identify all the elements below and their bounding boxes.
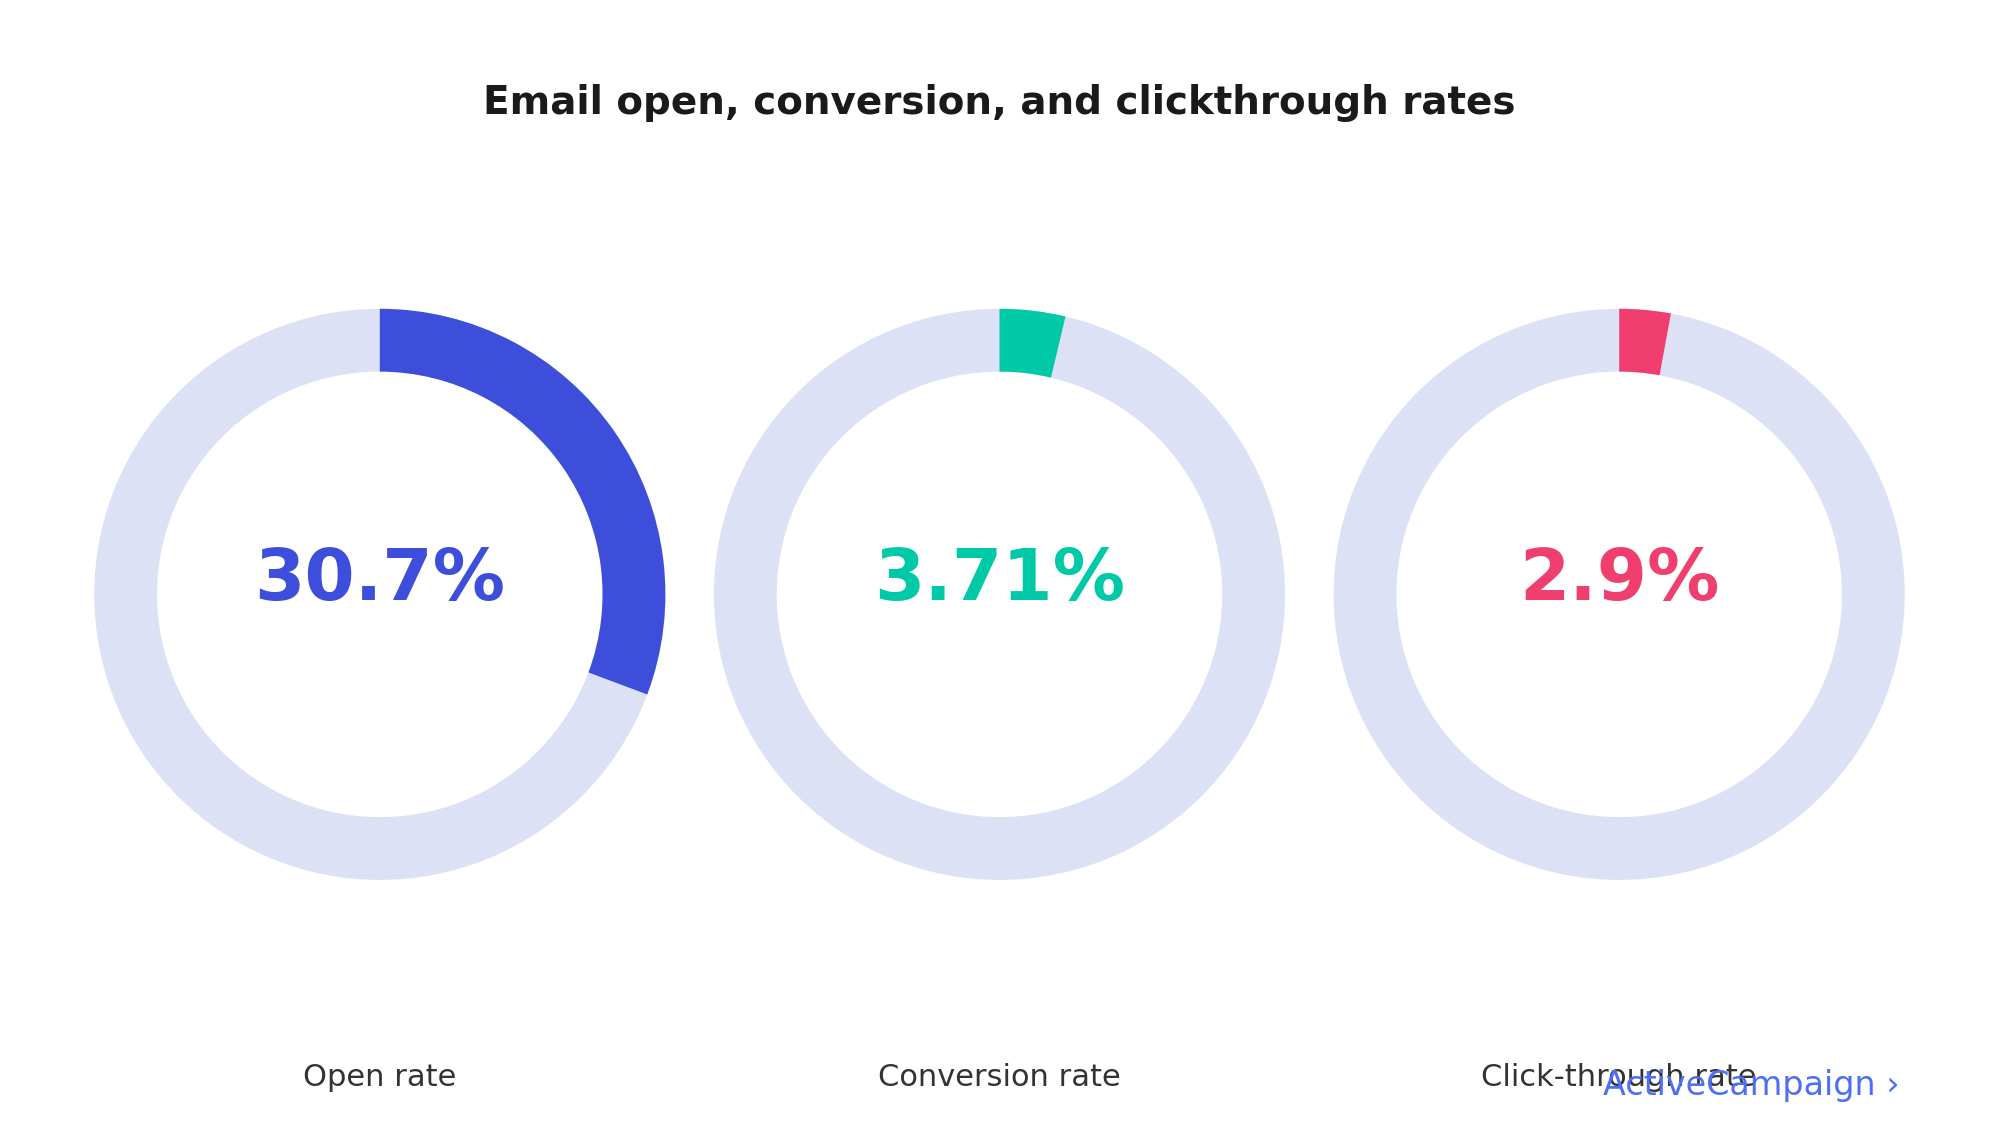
Wedge shape — [713, 309, 1285, 880]
Wedge shape — [380, 309, 665, 695]
Wedge shape — [1618, 309, 1670, 375]
Text: 3.71%: 3.71% — [873, 545, 1125, 615]
Text: Email open, conversion, and clickthrough rates: Email open, conversion, and clickthrough… — [484, 83, 1514, 122]
Wedge shape — [1333, 309, 1904, 880]
Text: Conversion rate: Conversion rate — [877, 1063, 1121, 1092]
Text: Click-through rate: Click-through rate — [1481, 1063, 1756, 1092]
Wedge shape — [999, 309, 1065, 377]
Text: Open rate: Open rate — [304, 1063, 456, 1092]
Text: 30.7%: 30.7% — [254, 545, 505, 615]
Text: 2.9%: 2.9% — [1518, 545, 1718, 615]
Text: ActiveCampaign ›: ActiveCampaign › — [1602, 1070, 1898, 1102]
Wedge shape — [94, 309, 665, 880]
